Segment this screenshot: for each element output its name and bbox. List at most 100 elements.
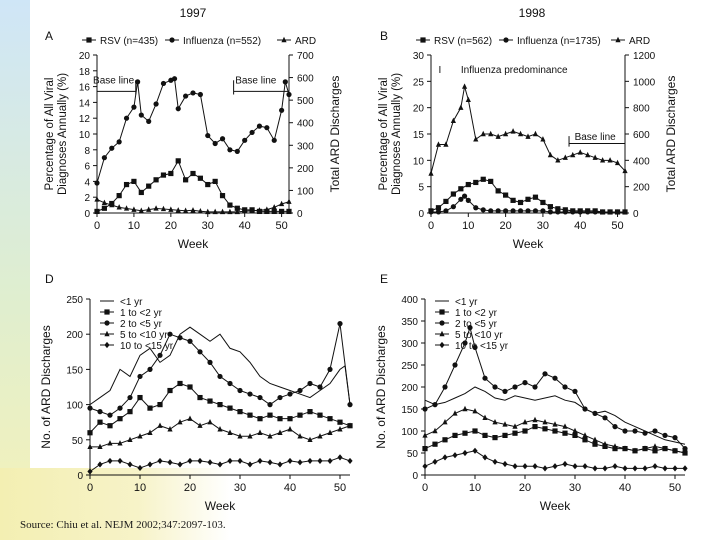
data-point (267, 412, 273, 418)
y-tick-label: 0 (84, 209, 90, 220)
data-point (492, 384, 498, 390)
data-point (217, 426, 223, 432)
data-point (87, 405, 93, 411)
data-point (510, 197, 516, 203)
data-point (570, 151, 576, 158)
x-tick-label: 10 (462, 220, 474, 232)
data-point (582, 463, 588, 470)
legend-label: 5 to <10 yr (120, 330, 168, 341)
x-axis-label: Week (178, 237, 209, 251)
data-point (227, 457, 233, 465)
series-a-0 (94, 158, 292, 215)
data-point (488, 178, 494, 184)
data-point (249, 129, 255, 136)
series-e-3 (422, 405, 688, 456)
data-point (510, 128, 516, 134)
data-point (147, 429, 153, 435)
y2-tick-label: 700 (297, 51, 314, 62)
y-tick-label: 20 (79, 51, 91, 62)
data-point (257, 394, 263, 401)
data-point (107, 457, 113, 465)
data-point (219, 193, 226, 199)
data-point (672, 435, 678, 441)
legend-marker (169, 37, 175, 43)
data-point (117, 405, 123, 411)
data-point (622, 428, 628, 434)
data-point (552, 463, 558, 470)
data-point (282, 79, 288, 85)
data-point (138, 189, 144, 196)
legend-marker (104, 320, 110, 326)
data-point (271, 204, 277, 210)
data-point (271, 208, 277, 215)
chart-panel-a: A 1997 0 10 20 30 40 50 Week 0 2 4 6 8 10 12 14 16 18 20 Per… (44, 6, 342, 251)
annotation-label: Base line (93, 75, 135, 86)
legend-entry: 1 to <2 yr (435, 308, 498, 319)
data-point (632, 465, 638, 472)
data-point (279, 208, 285, 215)
data-point (327, 366, 333, 372)
data-point (117, 416, 123, 422)
data-point (116, 204, 122, 210)
data-point (465, 96, 471, 102)
series-d-4 (87, 454, 353, 475)
data-point (503, 130, 509, 137)
legend-marker (439, 341, 445, 349)
data-point (552, 375, 558, 381)
annotation-label: Base line (235, 75, 277, 86)
data-point (197, 422, 203, 428)
data-point (570, 209, 576, 215)
panel-year: 1997 (180, 6, 207, 20)
data-point (488, 130, 494, 137)
series-d-2 (87, 321, 353, 418)
data-point (577, 209, 583, 215)
data-point (197, 457, 203, 465)
y2-tick-label: 100 (297, 186, 314, 197)
data-point (317, 457, 323, 465)
y-tick-label: 6 (84, 162, 90, 173)
data-point (443, 141, 449, 147)
series-b-1 (428, 193, 628, 215)
data-point (461, 193, 468, 199)
data-point (237, 457, 243, 465)
data-point (101, 155, 107, 161)
data-point (510, 208, 516, 214)
data-point (462, 430, 468, 436)
y-axis-label: No. of ARD Discharges (39, 325, 53, 448)
series-d-0 (89, 326, 351, 406)
data-point (502, 388, 508, 394)
legend-entry: Influenza (n=552) (165, 36, 261, 47)
legend-entry: RSV (n=562) (416, 36, 492, 47)
data-point (495, 188, 501, 194)
data-point (512, 423, 518, 429)
data-point (492, 458, 498, 465)
y-tick-label: 8 (84, 146, 90, 157)
y-axis-label: Percentage of All ViralDiagnoses Annuall… (44, 73, 69, 195)
data-point (94, 208, 100, 215)
data-point (177, 335, 183, 341)
data-point (482, 414, 488, 420)
data-point (175, 106, 181, 112)
y-tick-label: 4 (84, 177, 90, 188)
legend-entry: ARD (611, 36, 650, 47)
data-point (492, 435, 498, 441)
data-point (347, 422, 353, 428)
data-point (267, 433, 273, 439)
data-point (592, 154, 598, 160)
data-point (532, 424, 538, 430)
data-point (307, 380, 313, 387)
y-tick-label: 0 (412, 471, 418, 482)
series-a-1 (94, 76, 292, 186)
data-point (147, 366, 153, 372)
data-point (257, 416, 263, 422)
data-point (116, 139, 122, 145)
legend-entry: 10 to <15 yr (100, 341, 174, 352)
data-point (264, 125, 270, 131)
y2-axis-label: Total ARD Discharges (664, 76, 678, 193)
data-point (532, 384, 538, 390)
data-point (525, 208, 531, 214)
y-axis-label: No. of ARD Discharges (374, 325, 388, 448)
x-tick-label: 20 (499, 220, 511, 232)
data-point (147, 405, 153, 411)
data-point (522, 380, 528, 386)
